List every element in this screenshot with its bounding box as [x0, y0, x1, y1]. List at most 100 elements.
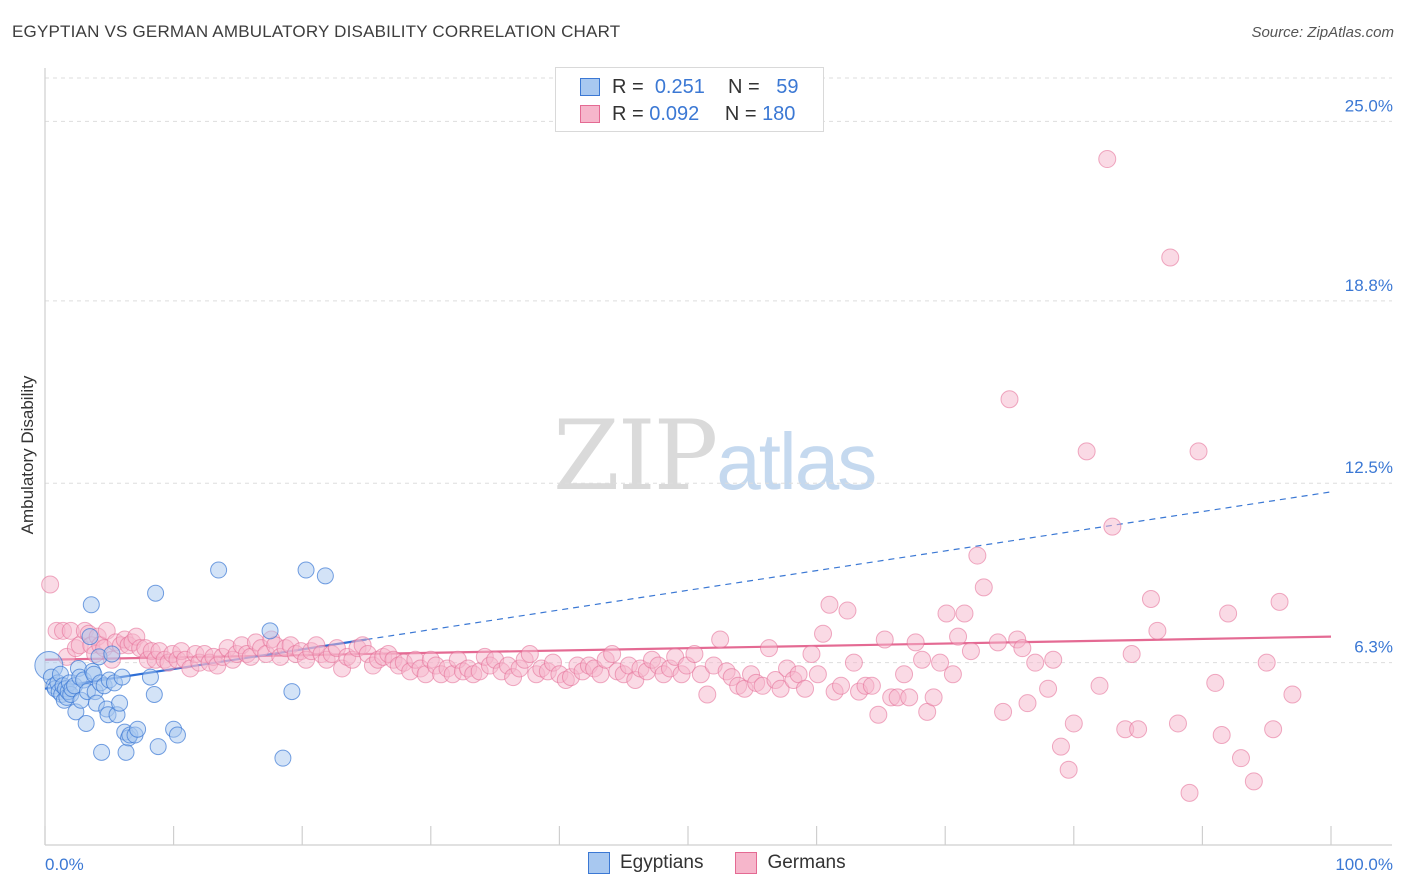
x-tick-label: 100.0% — [1335, 855, 1393, 874]
egyptian-point — [111, 694, 129, 712]
german-point — [1026, 653, 1045, 672]
german-point — [937, 604, 956, 623]
german-point — [900, 688, 919, 707]
r-label: R = — [612, 102, 644, 125]
egyptian-point — [210, 561, 228, 579]
german-point — [1180, 783, 1199, 802]
german-point — [711, 630, 730, 649]
german-point — [685, 644, 704, 663]
egyptian-trend-extension — [366, 491, 1332, 641]
n-value: 59 — [776, 75, 799, 98]
german-point — [1257, 653, 1276, 672]
german-point — [1039, 679, 1058, 698]
german-point — [1077, 442, 1096, 461]
german-point — [1206, 673, 1225, 692]
chart-title: EGYPTIAN VS GERMAN AMBULATORY DISABILITY… — [12, 22, 621, 41]
german-point — [1270, 592, 1289, 611]
egyptian-point — [77, 714, 95, 732]
r-label: R = — [612, 75, 644, 98]
german-point — [1212, 726, 1231, 745]
german-point — [1244, 772, 1263, 791]
german-point — [1013, 639, 1032, 658]
german-point — [1090, 676, 1109, 695]
german-point — [1103, 517, 1122, 536]
egyptian-point — [147, 584, 165, 602]
german-point — [1219, 604, 1238, 623]
german-point — [895, 665, 914, 684]
german-point — [1098, 150, 1117, 169]
y-tick-label: 25.0% — [1345, 96, 1393, 115]
legend-row-egyptians: R = 0.251 N = 59 — [580, 75, 799, 99]
r-value: 0.251 — [654, 75, 705, 98]
german-point — [1161, 248, 1180, 267]
german-point — [869, 705, 888, 724]
german-point — [603, 644, 622, 663]
german-point — [988, 633, 1007, 652]
blue-swatch — [580, 78, 600, 96]
egyptian-point — [145, 685, 163, 703]
german-point — [955, 604, 974, 623]
german-point — [968, 546, 987, 565]
german-point — [760, 639, 779, 658]
y-tick-label: 18.8% — [1345, 276, 1393, 295]
egyptian-point — [141, 668, 159, 686]
german-point — [1064, 714, 1083, 733]
german-point — [924, 688, 943, 707]
german-point — [814, 624, 833, 643]
german-point — [943, 665, 962, 684]
german-point — [520, 644, 539, 663]
egyptian-point — [103, 645, 121, 663]
blue-swatch — [588, 852, 610, 874]
legend-row-germans: R = 0.092 N = 180 — [580, 102, 795, 126]
german-point — [961, 642, 980, 661]
legend-item-germans[interactable]: Germans — [735, 852, 846, 874]
german-point — [1129, 720, 1148, 739]
german-point — [949, 627, 968, 646]
german-point — [832, 676, 851, 695]
german-point — [820, 595, 839, 614]
german-point — [906, 633, 925, 652]
german-point — [1264, 720, 1283, 739]
egyptian-point — [113, 668, 131, 686]
german-point — [931, 653, 950, 672]
y-tick-label: 6.3% — [1354, 638, 1393, 657]
egyptian-points — [34, 561, 334, 767]
correlation-legend: R = 0.251 N = 59 R = 0.092 N = 180 — [555, 67, 824, 132]
egyptian-point — [93, 743, 111, 761]
pink-swatch — [580, 105, 600, 123]
german-point — [41, 575, 60, 594]
egyptian-point — [316, 567, 334, 585]
egyptian-point — [283, 683, 301, 701]
egyptian-point — [168, 726, 186, 744]
german-point — [1000, 390, 1019, 409]
legend-item-egyptians[interactable]: Egyptians — [588, 852, 703, 874]
egyptian-point — [261, 622, 279, 640]
r-value: 0.092 — [649, 102, 700, 125]
german-point — [1051, 737, 1070, 756]
egyptian-point — [297, 561, 315, 579]
legend-label: Germans — [767, 852, 846, 873]
egyptian-point — [129, 720, 147, 738]
german-point — [913, 650, 932, 669]
pink-swatch — [735, 852, 758, 874]
german-point — [994, 702, 1013, 721]
x-tick-label: 0.0% — [45, 855, 84, 874]
watermark: ZIPatlas — [553, 400, 877, 512]
german-point — [1231, 749, 1250, 768]
german-point — [844, 653, 863, 672]
german-point — [1044, 650, 1063, 669]
series-legend: Egyptians Germans — [588, 852, 878, 874]
german-point — [1148, 621, 1167, 640]
tick-labels: 6.3% 12.5% 18.8% 25.0% 0.0% 100.0% — [45, 96, 1393, 874]
german-point — [838, 601, 857, 620]
axes — [44, 68, 1392, 846]
german-point — [1141, 589, 1160, 608]
watermark-atlas: atlas — [716, 417, 877, 506]
watermark-zip: ZIP — [553, 400, 718, 512]
n-label: N = — [727, 75, 760, 98]
grid-lines — [45, 77, 1392, 664]
egyptian-point — [274, 749, 292, 767]
german-point — [771, 679, 790, 698]
german-points — [41, 150, 1302, 802]
